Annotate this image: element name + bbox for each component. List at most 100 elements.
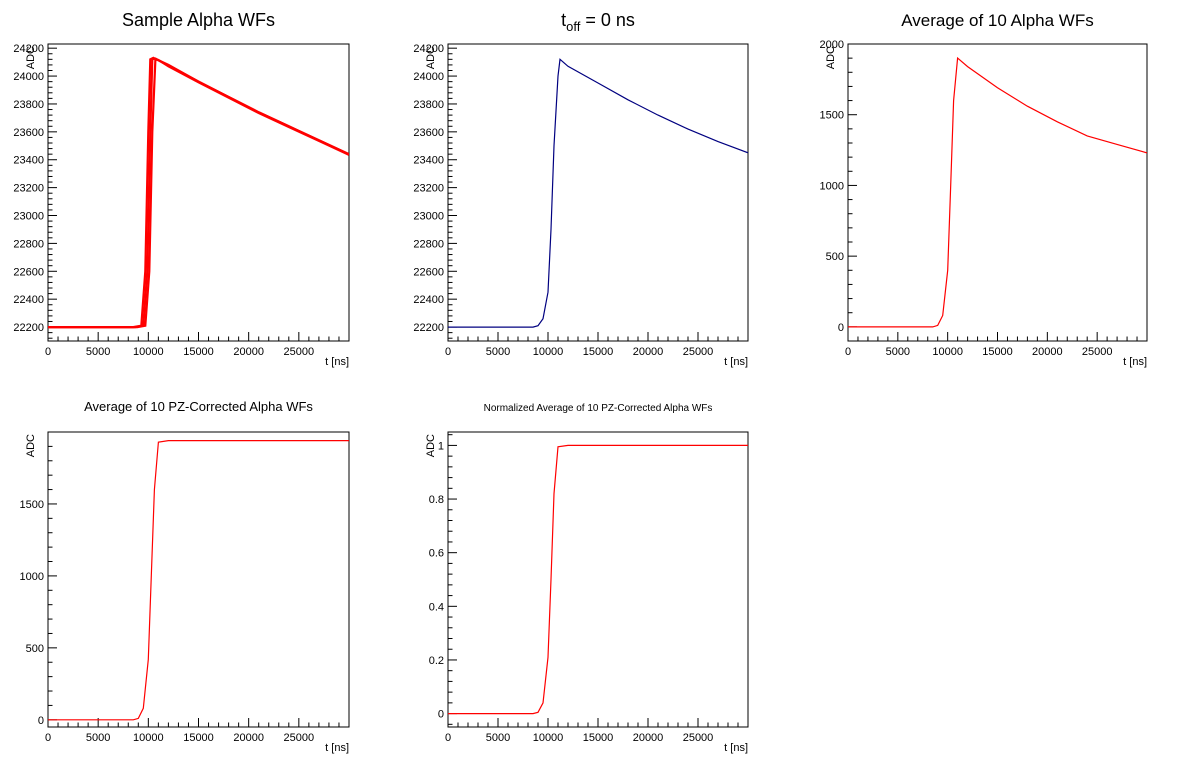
y-tick-label: 0.4 xyxy=(429,601,444,613)
x-axis-label: t [ns] xyxy=(724,356,748,368)
y-tick-label: 1500 xyxy=(820,110,844,122)
chart-title-main: t xyxy=(561,10,566,30)
chart-title-rest: = 0 ns xyxy=(580,10,635,30)
chart-panel-5: Normalized Average of 10 PZ-Corrected Al… xyxy=(425,403,749,754)
plot-frame xyxy=(47,43,350,342)
x-tick-label: 5000 xyxy=(486,346,510,358)
x-tick-label: 25000 xyxy=(284,732,315,744)
y-tick-label: 22400 xyxy=(413,294,444,306)
y-tick-label: 23000 xyxy=(13,211,44,223)
x-tick-label: 10000 xyxy=(932,346,963,358)
chart-title: Average of 10 Alpha WFs xyxy=(901,11,1093,30)
y-tick-label: 23400 xyxy=(13,155,44,167)
x-tick-label: 0 xyxy=(45,732,51,744)
waveform-line-1 xyxy=(48,440,349,721)
y-tick-label: 22600 xyxy=(13,266,44,278)
chart-title: Sample Alpha WFs xyxy=(122,10,275,30)
y-tick-label: 24000 xyxy=(13,71,44,83)
chart-title-subscript: off xyxy=(566,19,581,34)
chart-title: Average of 10 PZ-Corrected Alpha WFs xyxy=(84,399,313,414)
x-axis-label: t [ns] xyxy=(325,742,349,754)
waveform-line-3 xyxy=(48,57,349,329)
y-tick-label: 24200 xyxy=(13,43,44,55)
y-tick-label: 1500 xyxy=(20,499,44,511)
y-tick-label: 0 xyxy=(38,715,44,727)
y-tick-label: 1000 xyxy=(20,571,44,583)
x-tick-label: 10000 xyxy=(533,346,564,358)
y-tick-label: 23200 xyxy=(413,183,444,195)
x-tick-label: 25000 xyxy=(683,346,714,358)
y-tick-label: 23800 xyxy=(13,99,44,111)
y-tick-label: 0.2 xyxy=(429,655,444,667)
x-tick-label: 20000 xyxy=(633,346,664,358)
chart-panel-4: Average of 10 PZ-Corrected Alpha WFs 0 500… xyxy=(20,399,350,754)
x-tick-label: 25000 xyxy=(683,732,714,744)
x-axis-label: t [ns] xyxy=(724,742,748,754)
x-tick-label: 0 xyxy=(445,346,451,358)
chart-title: toff = 0 ns xyxy=(561,10,635,34)
x-tick-label: 5000 xyxy=(886,346,910,358)
x-tick-label: 15000 xyxy=(982,346,1013,358)
plot-frame xyxy=(847,43,1148,342)
y-tick-label: 23600 xyxy=(413,127,444,139)
y-tick-label: 22200 xyxy=(413,322,444,334)
y-tick-label: 23200 xyxy=(13,183,44,195)
y-tick-label: 0 xyxy=(838,322,844,334)
chart-panel-2: toff = 0 ns 0 5000 10000 15000 20000 25000 2220… xyxy=(413,10,749,368)
x-tick-label: 15000 xyxy=(183,346,214,358)
y-axis-label: ADC xyxy=(825,46,837,69)
y-tick-label: 1000 xyxy=(820,180,844,192)
x-tick-label: 10000 xyxy=(133,732,164,744)
y-tick-label: 500 xyxy=(26,643,44,655)
y-tick-label: 500 xyxy=(826,251,844,263)
x-tick-label: 25000 xyxy=(284,346,315,358)
x-tick-label: 10000 xyxy=(133,346,164,358)
y-tick-label: 24000 xyxy=(413,71,444,83)
waveform-line-1 xyxy=(48,56,349,329)
x-tick-label: 15000 xyxy=(183,732,214,744)
x-tick-label: 0 xyxy=(45,346,51,358)
y-tick-label: 23600 xyxy=(13,127,44,139)
x-tick-label: 10000 xyxy=(533,732,564,744)
plot-frame xyxy=(447,431,749,728)
y-axis-label: ADC xyxy=(425,46,437,69)
x-tick-label: 5000 xyxy=(486,732,510,744)
y-tick-label: 24200 xyxy=(413,43,444,55)
y-tick-label: 23400 xyxy=(413,155,444,167)
x-tick-label: 25000 xyxy=(1082,346,1113,358)
waveform-line-1 xyxy=(848,56,1147,328)
y-axis-label: ADC xyxy=(25,434,37,457)
x-tick-label: 20000 xyxy=(233,732,264,744)
waveform-line-2 xyxy=(48,57,349,329)
waveform-line-1 xyxy=(448,58,748,328)
x-axis-label: t [ns] xyxy=(1123,356,1147,368)
y-axis-label: ADC xyxy=(425,434,437,457)
x-tick-label: 15000 xyxy=(583,346,614,358)
y-tick-label: 1 xyxy=(438,440,444,452)
plot-frame xyxy=(47,431,350,728)
x-axis-label: t [ns] xyxy=(325,356,349,368)
y-tick-label: 23000 xyxy=(413,211,444,223)
x-tick-label: 5000 xyxy=(86,346,110,358)
x-tick-label: 15000 xyxy=(583,732,614,744)
y-tick-label: 22600 xyxy=(413,266,444,278)
x-tick-label: 20000 xyxy=(633,732,664,744)
y-tick-label: 0.8 xyxy=(429,494,444,506)
x-tick-label: 0 xyxy=(845,346,851,358)
plot-frame xyxy=(447,43,749,342)
y-tick-label: 22800 xyxy=(13,238,44,250)
y-tick-label: 22400 xyxy=(13,294,44,306)
y-tick-label: 22800 xyxy=(413,238,444,250)
chart-panel-1: Sample Alpha WFs 0 5000 10000 15000 20000 2500… xyxy=(13,10,350,368)
x-tick-label: 5000 xyxy=(86,732,110,744)
y-tick-label: 0.6 xyxy=(429,548,444,560)
x-tick-label: 20000 xyxy=(1032,346,1063,358)
y-tick-label: 0 xyxy=(438,709,444,721)
x-tick-label: 0 xyxy=(445,732,451,744)
y-tick-label: 2000 xyxy=(820,39,844,51)
y-tick-label: 23800 xyxy=(413,99,444,111)
chart-title: Normalized Average of 10 PZ-Corrected Al… xyxy=(484,403,713,414)
x-tick-label: 20000 xyxy=(233,346,264,358)
